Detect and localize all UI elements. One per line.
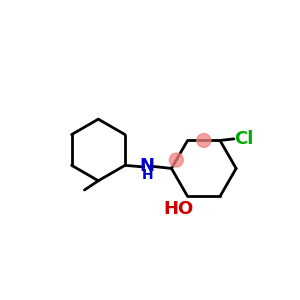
Text: H: H (142, 168, 153, 182)
Text: Cl: Cl (234, 130, 254, 148)
Text: N: N (139, 157, 154, 175)
Circle shape (197, 134, 211, 147)
Circle shape (169, 153, 183, 167)
Text: HO: HO (163, 200, 194, 218)
